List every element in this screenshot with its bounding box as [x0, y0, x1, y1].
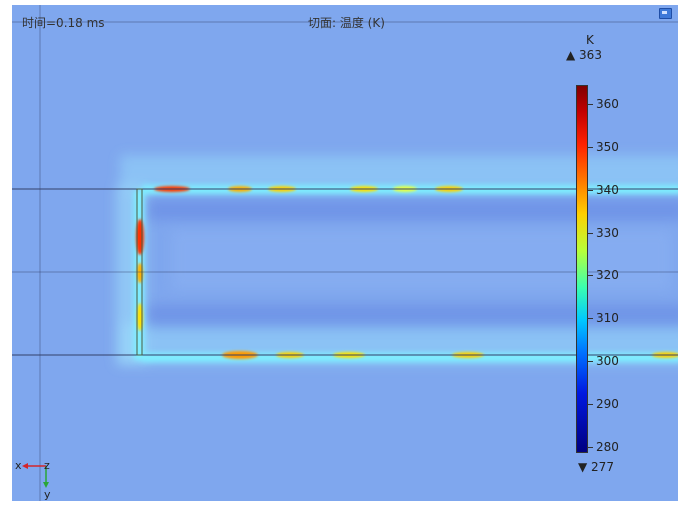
x-axis-label: x — [15, 459, 22, 472]
channel-interior — [147, 200, 678, 327]
colorbar-tick-label: 360 — [596, 97, 619, 111]
colorbar-tick-label: 320 — [596, 268, 619, 282]
viewport-window-icon[interactable] — [659, 8, 672, 19]
colorbar-tick-label: 290 — [596, 397, 619, 411]
colorbar-tick — [588, 447, 593, 448]
colorbar — [576, 85, 588, 453]
geometry-edges — [12, 5, 678, 501]
colorbar-tick — [588, 190, 593, 191]
colorbar-tick — [588, 404, 593, 405]
colorbar-tick — [588, 361, 593, 362]
colorbar-tick-label: 300 — [596, 354, 619, 368]
axis-arrows — [22, 463, 49, 488]
z-axis-label: z — [44, 459, 50, 472]
colorbar-tick — [588, 318, 593, 319]
axis-triad: x z y — [0, 450, 60, 502]
colorbar-max-label: ▲ 363 — [566, 48, 602, 62]
colorbar-min-label: ▼ 277 — [578, 460, 614, 474]
colorbar-tick — [588, 147, 593, 148]
colorbar-unit: K — [586, 33, 594, 47]
y-axis-label: y — [44, 488, 51, 501]
colorbar-tick — [588, 233, 593, 234]
colorbar-tick-label: 330 — [596, 226, 619, 240]
colorbar-tick-label: 350 — [596, 140, 619, 154]
plot-title: 切面: 温度 (K) — [308, 16, 385, 30]
colorbar-tick-label: 280 — [596, 440, 619, 454]
time-label: 时间=0.18 ms — [22, 16, 105, 30]
colorbar-tick — [588, 275, 593, 276]
colorbar-tick — [588, 104, 593, 105]
colorbar-tick-label: 340 — [596, 183, 619, 197]
colorbar-tick-label: 310 — [596, 311, 619, 325]
